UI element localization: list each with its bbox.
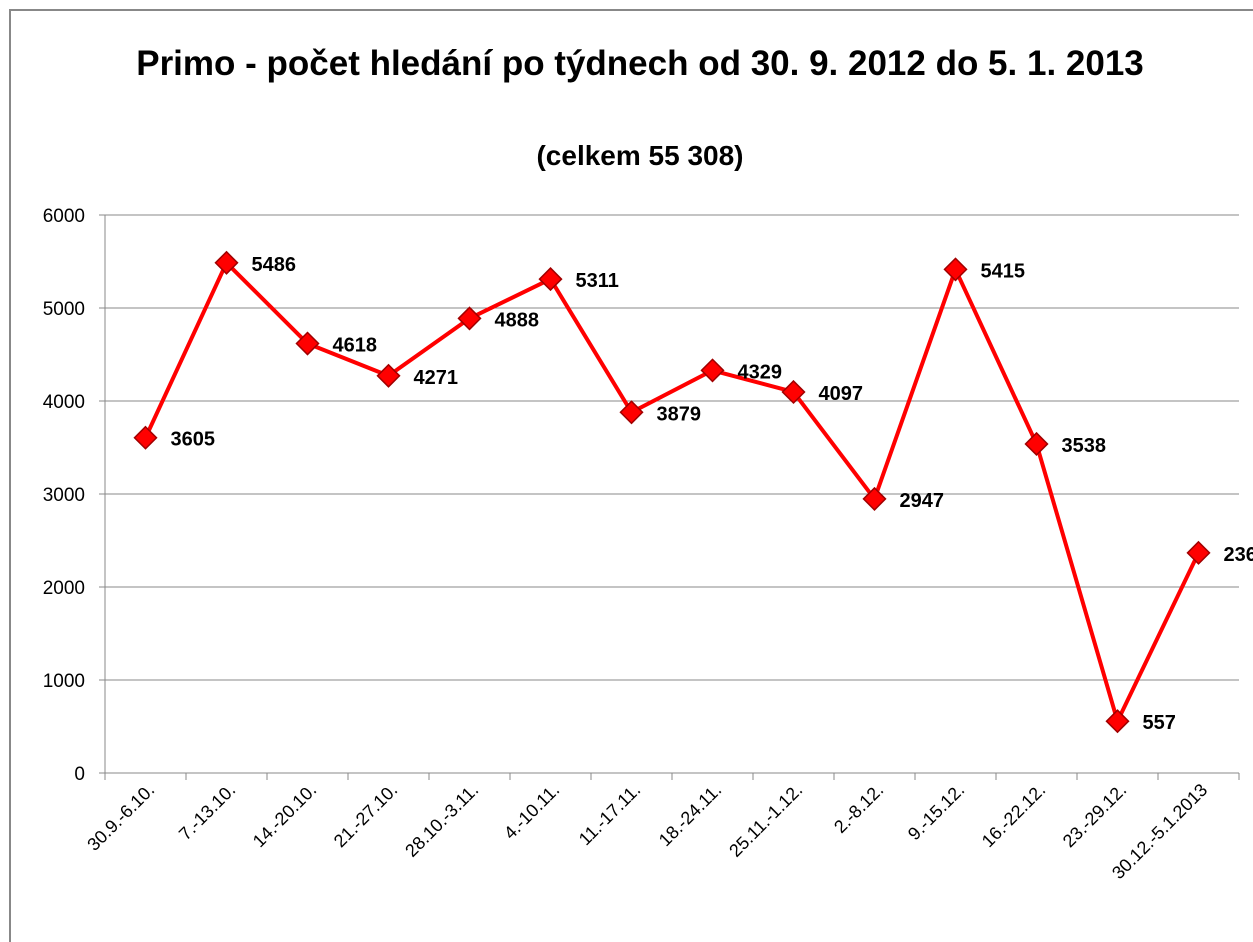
y-tick-label: 4000 bbox=[43, 392, 85, 413]
data-label: 3879 bbox=[657, 403, 702, 425]
data-label: 557 bbox=[1143, 712, 1176, 734]
y-tick-label: 6000 bbox=[43, 206, 85, 227]
marker bbox=[457, 306, 482, 331]
y-tick-label: 1000 bbox=[43, 671, 85, 692]
marker bbox=[133, 425, 158, 450]
marker bbox=[862, 486, 887, 511]
data-label: 4888 bbox=[495, 309, 540, 331]
marker bbox=[1105, 709, 1130, 734]
marker bbox=[619, 400, 644, 425]
data-label: 4097 bbox=[819, 383, 864, 405]
chart-title: Primo - počet hledání po týdnech od 30. … bbox=[136, 44, 1144, 83]
chart-subtitle: (celkem 55 308) bbox=[536, 140, 744, 171]
marker bbox=[943, 257, 968, 282]
marker bbox=[376, 363, 401, 388]
data-label: 5486 bbox=[252, 254, 297, 276]
data-label: 4618 bbox=[333, 335, 378, 357]
data-label: 2947 bbox=[900, 490, 945, 512]
y-tick-label: 5000 bbox=[43, 299, 85, 320]
marker bbox=[538, 267, 563, 292]
marker bbox=[1024, 431, 1049, 457]
marker bbox=[700, 358, 725, 383]
data-label: 3538 bbox=[1062, 435, 1107, 457]
y-tick-label: 0 bbox=[74, 764, 85, 785]
data-label: 3605 bbox=[171, 429, 216, 451]
y-tick-label: 3000 bbox=[43, 485, 85, 506]
marker bbox=[214, 250, 239, 275]
data-label: 2367 bbox=[1224, 544, 1253, 566]
data-label: 5311 bbox=[576, 270, 619, 292]
line bbox=[143, 260, 1201, 724]
marker bbox=[1186, 540, 1211, 565]
y-tick-label: 2000 bbox=[43, 578, 85, 599]
data-label: 4271 bbox=[414, 367, 459, 389]
data-label: 5415 bbox=[981, 260, 1026, 282]
marker bbox=[295, 331, 320, 356]
marker bbox=[781, 379, 806, 405]
data-label: 4329 bbox=[738, 361, 783, 383]
